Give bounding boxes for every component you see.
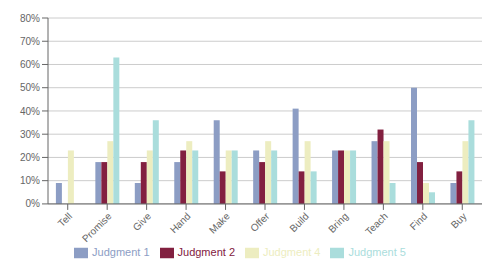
svg-text:Find: Find <box>408 211 430 233</box>
svg-text:Build: Build <box>287 211 311 235</box>
svg-text:80%: 80% <box>20 13 40 24</box>
svg-text:Make: Make <box>207 210 232 235</box>
svg-text:40%: 40% <box>20 106 40 117</box>
svg-text:60%: 60% <box>20 59 40 70</box>
svg-text:Offer: Offer <box>248 210 272 234</box>
svg-text:Hand: Hand <box>168 211 193 236</box>
svg-text:10%: 10% <box>20 175 40 186</box>
svg-text:Teach: Teach <box>363 211 390 238</box>
svg-text:50%: 50% <box>20 82 40 93</box>
svg-text:Bring: Bring <box>326 211 350 235</box>
svg-text:20%: 20% <box>20 152 40 163</box>
svg-text:Promise: Promise <box>80 210 114 244</box>
html-text:Judgment 4: Judgment 4 <box>263 245 321 258</box>
svg-text:30%: 30% <box>20 129 40 140</box>
svg-text:Give: Give <box>131 210 154 233</box>
svg-text:0%: 0% <box>26 198 41 209</box>
html-text:Judgment 1: Judgment 1 <box>92 245 150 258</box>
html-text:Judgment 2: Judgment 2 <box>177 245 235 258</box>
svg-text:Buy: Buy <box>449 211 469 231</box>
svg-text:70%: 70% <box>20 36 40 47</box>
html-text:Judgment 5: Judgment 5 <box>348 245 406 258</box>
svg-text:Tell: Tell <box>56 211 74 229</box>
